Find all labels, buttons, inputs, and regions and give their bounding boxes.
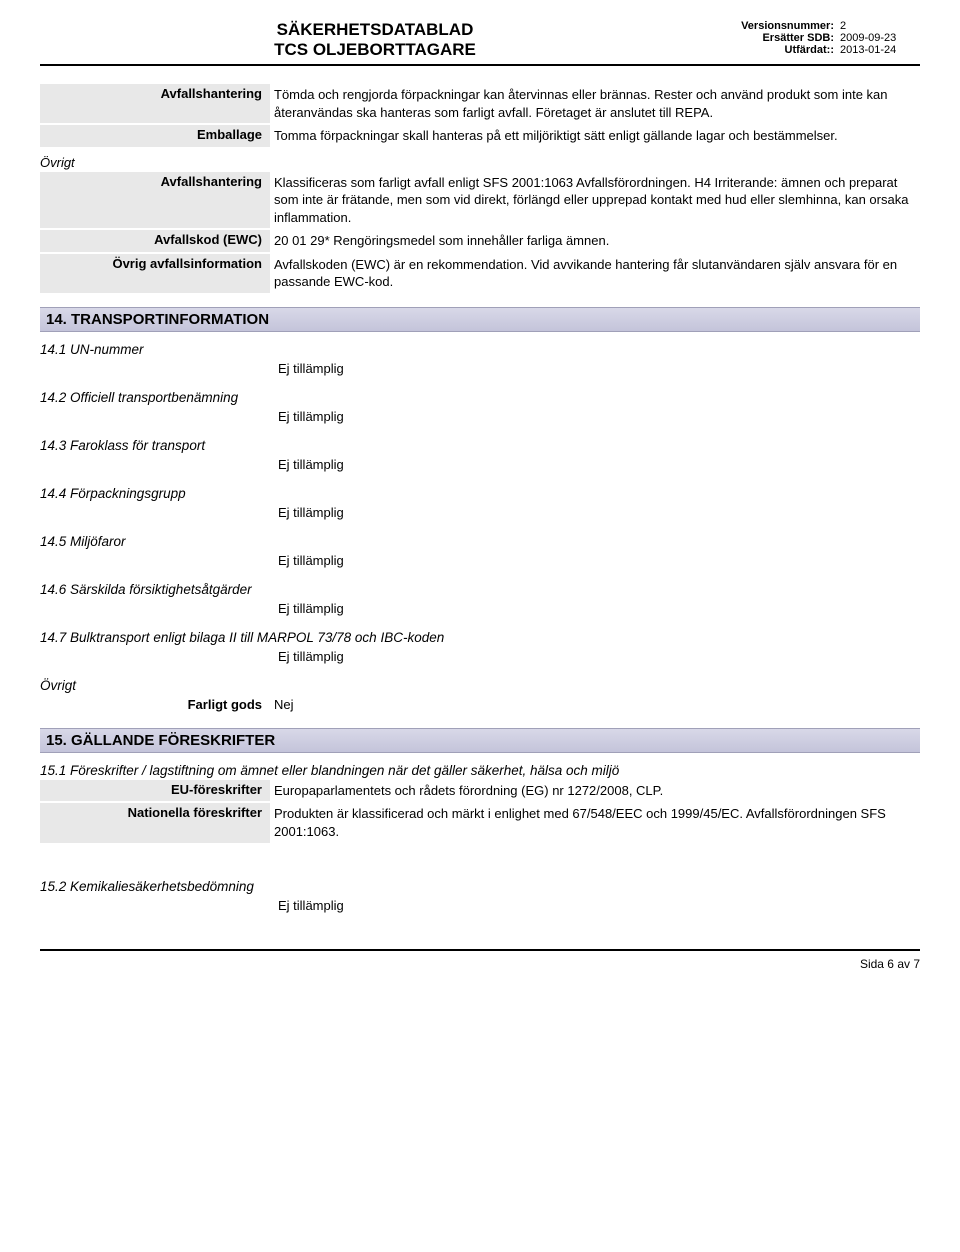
ovrigt-14-heading: Övrigt: [40, 678, 920, 693]
row-value: Klassificeras som farligt avfall enligt …: [270, 172, 920, 229]
sub-14-2-val: Ej tillämplig: [40, 407, 920, 432]
farligt-gods-value: Nej: [270, 695, 920, 714]
version-value: 2: [840, 20, 920, 32]
meta-row-replaces: Ersätter SDB: 2009-09-23: [710, 32, 920, 44]
info-row: Avfallshantering Klassificeras som farli…: [40, 172, 920, 229]
row-value: Produkten är klassificerad och märkt i e…: [270, 803, 920, 842]
sub-14-7-val: Ej tillämplig: [40, 647, 920, 672]
issued-label: Utfärdat::: [710, 44, 840, 56]
sub-14-5-val: Ej tillämplig: [40, 551, 920, 576]
info-row: Övrig avfallsinformation Avfallskoden (E…: [40, 254, 920, 293]
info-row: Emballage Tomma förpackningar skall hant…: [40, 125, 920, 147]
info-row: Avfallskod (EWC) 20 01 29* Rengöringsmed…: [40, 230, 920, 252]
section-15-heading: 15. GÄLLANDE FÖRESKRIFTER: [40, 728, 920, 753]
row-label: Emballage: [40, 125, 270, 147]
sub-15-2-val: Ej tillämplig: [40, 896, 920, 921]
doc-title-1: SÄKERHETSDATABLAD: [40, 20, 710, 40]
replaces-value: 2009-09-23: [840, 32, 920, 44]
info-row: Avfallshantering Tömda och rengjorda för…: [40, 84, 920, 123]
row-value: Europaparlamentets och rådets förordning…: [270, 780, 920, 802]
waste-handling-block: Avfallshantering Tömda och rengjorda för…: [40, 84, 920, 147]
info-row: Nationella föreskrifter Produkten är kla…: [40, 803, 920, 842]
meta-row-version: Versionsnummer: 2: [710, 20, 920, 32]
sub-14-3-val: Ej tillämplig: [40, 455, 920, 480]
sub-14-1: 14.1 UN-nummer: [40, 342, 920, 357]
sub-14-5: 14.5 Miljöfaror: [40, 534, 920, 549]
row-value: Avfallskoden (EWC) är en rekommendation.…: [270, 254, 920, 293]
row-label: Nationella föreskrifter: [40, 803, 270, 842]
header-meta: Versionsnummer: 2 Ersätter SDB: 2009-09-…: [710, 20, 920, 56]
row-label: EU-föreskrifter: [40, 780, 270, 802]
sub-14-7: 14.7 Bulktransport enligt bilaga II till…: [40, 630, 920, 645]
meta-row-issued: Utfärdat:: 2013-01-24: [710, 44, 920, 56]
row-label: Övrig avfallsinformation: [40, 254, 270, 293]
row-label: Avfallskod (EWC): [40, 230, 270, 252]
sub-14-2: 14.2 Officiell transportbenämning: [40, 390, 920, 405]
row-value: Tomma förpackningar skall hanteras på et…: [270, 125, 920, 147]
sub-15-2: 15.2 Kemikaliesäkerhetsbedömning: [40, 879, 920, 894]
section-15-rows: EU-föreskrifter Europaparlamentets och r…: [40, 780, 920, 843]
sub-14-6-val: Ej tillämplig: [40, 599, 920, 624]
sub-14-3: 14.3 Faroklass för transport: [40, 438, 920, 453]
header-titles: SÄKERHETSDATABLAD TCS OLJEBORTTAGARE: [40, 20, 710, 60]
row-label: Avfallshantering: [40, 84, 270, 123]
sub-14-1-val: Ej tillämplig: [40, 359, 920, 384]
farligt-gods-row: Farligt gods Nej: [40, 695, 920, 714]
page-footer: Sida 6 av 7: [40, 949, 920, 971]
section-14-heading: 14. TRANSPORTINFORMATION: [40, 307, 920, 332]
issued-value: 2013-01-24: [840, 44, 920, 56]
info-row: EU-föreskrifter Europaparlamentets och r…: [40, 780, 920, 802]
replaces-label: Ersätter SDB:: [710, 32, 840, 44]
document-header: SÄKERHETSDATABLAD TCS OLJEBORTTAGARE Ver…: [40, 20, 920, 66]
row-label: Avfallshantering: [40, 172, 270, 229]
sub-14-4: 14.4 Förpackningsgrupp: [40, 486, 920, 501]
ovrigt-block: Avfallshantering Klassificeras som farli…: [40, 172, 920, 293]
version-label: Versionsnummer:: [710, 20, 840, 32]
farligt-gods-label: Farligt gods: [40, 695, 270, 714]
ovrigt-heading: Övrigt: [40, 149, 920, 172]
sub-14-6: 14.6 Särskilda försiktighetsåtgärder: [40, 582, 920, 597]
page-number: Sida 6 av 7: [860, 957, 920, 971]
doc-title-2: TCS OLJEBORTTAGARE: [40, 40, 710, 60]
row-value: Tömda och rengjorda förpackningar kan åt…: [270, 84, 920, 123]
sub-15-1: 15.1 Föreskrifter / lagstiftning om ämne…: [40, 763, 920, 778]
row-value: 20 01 29* Rengöringsmedel som innehåller…: [270, 230, 920, 252]
sub-14-4-val: Ej tillämplig: [40, 503, 920, 528]
